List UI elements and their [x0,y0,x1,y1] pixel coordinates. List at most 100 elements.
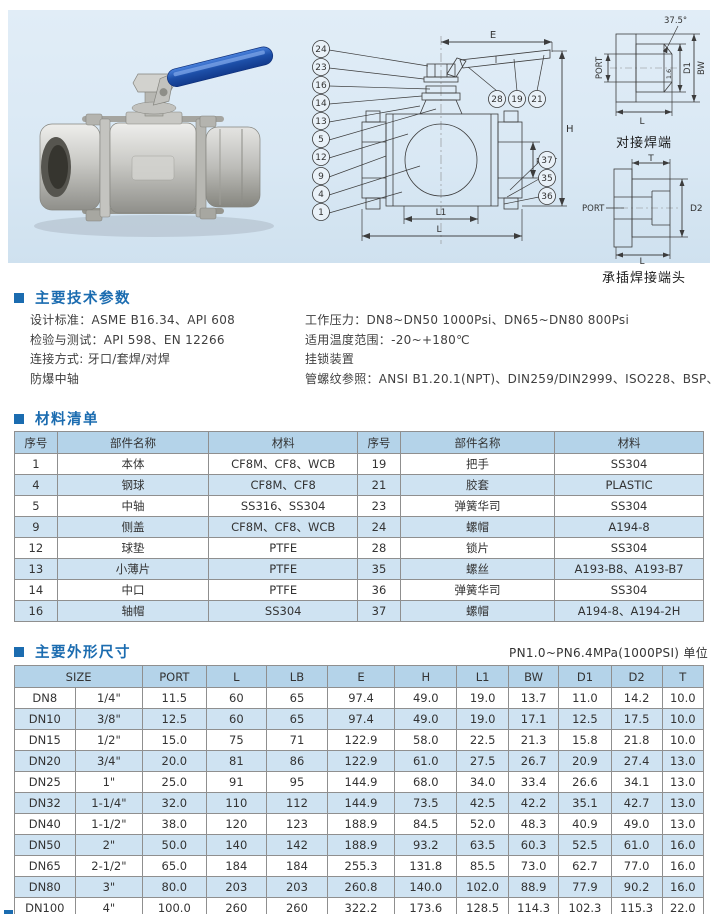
table-cell: DN32 [14,792,76,814]
table-cell: 21.3 [507,729,560,751]
table-cell: 26.6 [558,771,612,793]
l-label: L [639,257,644,265]
tech-section-head: 主要技术参数 [14,287,131,308]
table-cell: 钢球 [56,474,210,496]
col-header: L [205,665,268,688]
t-label: T [647,154,654,164]
table-cell: 9 [14,516,58,538]
table-row: 9 侧盖 CF8M、CF8、WCB 24 螺帽 A194-8 [14,516,704,538]
d2-label: D2 [690,204,703,214]
col-header: 序号 [357,431,401,454]
table-cell: 15.8 [558,729,612,751]
table-cell: 14 [14,579,58,601]
table-cell: 1-1/2" [74,813,144,835]
table-cell: 25.0 [142,771,207,793]
table-cell: 14.2 [610,687,663,709]
table-cell: CF8M、CF8、WCB [208,516,359,538]
table-cell: 203 [266,876,328,898]
table-cell: 23 [357,495,401,517]
table-cell: 20.0 [142,750,207,772]
table-row: DN32 1-1/4" 32.0 110 112 144.9 73.5 42.5 42.2 35.… [14,792,705,814]
table-cell: 22.5 [456,729,509,751]
table-cell: 123 [266,813,328,835]
table-cell: 26.7 [507,750,560,772]
table-cell: DN50 [14,834,76,856]
col-header: BW [507,665,560,688]
table-cell: 3" [74,876,144,898]
table-cell: 16.0 [661,876,705,898]
table-cell: 螺丝 [399,558,556,580]
next-section-bullet-cut [4,910,13,914]
tech-line: 工作压力：DN8~DN50 1000Psi、DN65~DN80 800Psi [305,313,630,327]
table-cell: 60 [205,687,268,709]
table-cell: 77.9 [558,876,612,898]
table-cell: 16.0 [661,855,705,877]
table-cell: 13.0 [661,792,705,814]
table-cell: 34.0 [456,771,509,793]
table-cell: PTFE [208,579,359,601]
dim-label-e: E [490,30,496,41]
table-cell: 12.5 [558,708,612,730]
table-cell: 小薄片 [56,558,210,580]
tech-right-column: 工作压力：DN8~DN50 1000Psi、DN65~DN80 800Psi 适… [305,311,718,389]
table-cell: 75 [205,729,268,751]
svg-text:35: 35 [541,174,552,184]
table-cell: 86 [266,750,328,772]
port-label: PORT [582,204,605,214]
butt-weld-figure: 37.5° PORT D1 BW 1.6 [595,16,707,127]
table-cell: DN8 [14,687,76,709]
col-header: 序号 [14,431,58,454]
table-cell: 95 [266,771,328,793]
table-cell: 203 [205,876,268,898]
handle [152,46,274,106]
svg-text:9: 9 [318,172,324,182]
table-cell: 97.4 [326,687,396,709]
table-cell: 42.5 [456,792,509,814]
dimensions-table-header: SIZE PORT L LB E H L1 BW D1 D2 T [13,665,705,688]
table-cell: 5 [14,495,58,517]
root-gap-label: 1.6 [665,69,673,79]
table-cell: 114.3 [507,897,560,914]
butt-weld-dims: 37.5° PORT D1 BW 1.6 [595,16,707,127]
tech-line: 挂锁装置 [305,352,355,366]
table-cell: 52.0 [456,813,509,835]
dim-e: E [441,30,553,52]
callouts-handle: 28 19 21 [467,54,546,108]
svg-text:4: 4 [318,190,324,200]
table-cell: 50.0 [142,834,207,856]
table-cell: 1/2" [74,729,144,751]
socket-weld-caption: 承插焊接端头 [601,271,686,286]
dim-label-h: H [566,124,574,135]
butt-weld-caption: 对接焊端 [615,136,672,151]
dimensions-table: SIZE PORT L LB E H L1 BW D1 D2 T DN8 1/4"… [13,665,705,914]
table-cell: 24 [357,516,401,538]
tech-line: 防爆中轴 [30,371,80,386]
table-cell: 本体 [56,453,210,475]
shadow [34,215,274,237]
table-cell: 22.0 [661,897,705,914]
section-bullet-icon [14,646,24,657]
svg-text:19: 19 [511,95,523,105]
tech-line: 连接方式: 牙口/套焊/对焊 [30,352,171,366]
table-row: 12 球垫 PTFE 28 锁片 SS304 [14,537,704,559]
table-cell: 100.0 [142,897,207,914]
col-header: 材料 [208,431,359,454]
table-cell: 58.0 [394,729,458,751]
table-cell: 28 [357,537,401,559]
table-cell: 弹簧华司 [399,579,556,601]
table-cell: 2-1/2" [74,855,144,877]
table-cell: 63.5 [456,834,509,856]
table-cell: 184 [205,855,268,877]
table-cell: SS304 [554,453,704,475]
table-cell: 1" [74,771,144,793]
materials-table-body: 1 本体 CF8M、CF8、WCB 19 把手 SS304 4 钢球 CF8M、CF8 21 胶套 P… [14,453,704,622]
dims-section-head: 主要外形尺寸 [14,641,131,662]
table-cell: 52.5 [558,834,612,856]
table-row: DN20 3/4" 20.0 81 86 122.9 61.0 27.5 26.7 20.9 27.… [14,750,705,772]
table-cell: 11.5 [142,687,207,709]
table-cell: 65.0 [142,855,207,877]
table-cell: DN65 [14,855,76,877]
table-cell: 322.2 [326,897,396,914]
socket-weld-figure: T PORT D2 L [582,154,703,267]
table-cell: 90.2 [610,876,663,898]
